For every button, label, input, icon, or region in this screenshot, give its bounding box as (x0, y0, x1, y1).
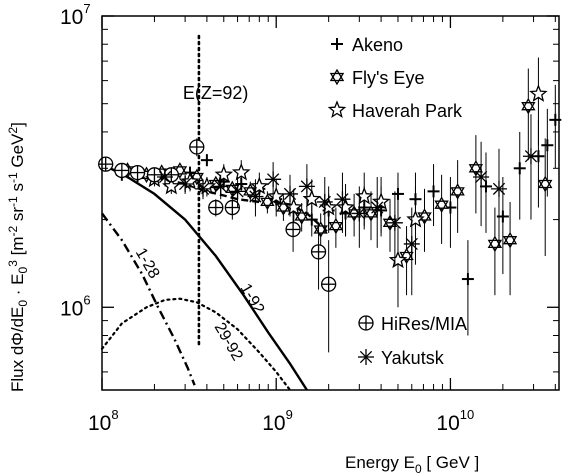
data-point (129, 164, 146, 181)
data-point (369, 199, 386, 216)
data-point (434, 196, 449, 213)
data-point (231, 162, 251, 181)
data-point (98, 156, 114, 172)
y-axis-label: Flux dΦ/dE0 · E03 [m-2 sr-1 s-1 GeV2] (6, 122, 30, 392)
data-point (490, 180, 507, 197)
data-point (386, 214, 403, 231)
vline-label: E(Z=92) (183, 83, 249, 103)
x-axis-label: Energy E0 [ GeV ] (345, 453, 479, 474)
data-point (260, 193, 275, 211)
series-circleplus (98, 138, 337, 353)
curve-label: 29-92 (211, 320, 246, 364)
x-tick-label: 109 (262, 407, 293, 435)
curve-dashdot (101, 212, 196, 386)
data-point (302, 189, 322, 208)
legend-marker (331, 38, 343, 50)
data-point (180, 171, 200, 190)
legend-marker (327, 100, 347, 118)
legend-label: Yakutsk (381, 348, 445, 368)
data-point (195, 180, 212, 197)
curve-dotted (100, 297, 292, 392)
data-point (513, 162, 526, 175)
axes: 108 109 1010 106 107 Energy E0 [ GeV ] Flux dΦ… (6, 1, 559, 474)
data-point (310, 244, 327, 260)
data-points (98, 57, 562, 353)
data-point (537, 175, 553, 193)
data-point (114, 162, 130, 179)
data-point (336, 197, 355, 216)
data-point (541, 139, 554, 152)
data-point (328, 217, 344, 235)
data-point (298, 178, 315, 195)
legend-label: Fly's Eye (352, 68, 424, 88)
data-point (319, 197, 338, 216)
data-point (502, 231, 518, 249)
data-point (146, 167, 163, 183)
data-point (200, 154, 213, 167)
vertical-marker: E(Z=92) (183, 34, 249, 347)
y-tick-label: 106 (60, 292, 91, 320)
legend-marker (329, 68, 345, 86)
data-point (354, 186, 374, 205)
data-point (473, 169, 490, 186)
data-point (229, 183, 246, 200)
data-point (313, 221, 328, 238)
x-tick-label: 108 (88, 407, 119, 435)
data-point (351, 205, 368, 222)
data-point (529, 84, 548, 102)
data-point (427, 185, 440, 198)
data-point (450, 183, 465, 200)
legend-marker (358, 315, 374, 331)
data-point (212, 178, 229, 195)
data-point (487, 235, 503, 253)
legend: Akeno Fly's Eye Haverah Park HiRes/MIA Yakut… (327, 35, 467, 368)
data-point (284, 197, 303, 216)
data-point (316, 193, 333, 210)
data-point (321, 276, 337, 292)
plot-frame (101, 15, 560, 391)
data-point (461, 273, 474, 286)
y-tick-label: 107 (60, 1, 91, 29)
curve-label: 1-92 (237, 281, 268, 317)
data-point (163, 167, 179, 183)
data-point (177, 175, 194, 192)
data-point (391, 187, 404, 200)
data-point (403, 235, 420, 252)
data-point (247, 188, 264, 205)
data-point (208, 199, 224, 216)
x-tick-label: 1010 (436, 407, 474, 435)
data-point (265, 171, 282, 188)
data-point (334, 191, 351, 208)
data-point (189, 139, 205, 155)
legend-label: Haverah Park (352, 101, 463, 121)
legend-label: Akeno (352, 35, 403, 55)
data-point (285, 221, 301, 238)
curve-solid (101, 163, 308, 391)
data-point (243, 183, 258, 200)
data-point (157, 169, 174, 186)
data-point (282, 185, 299, 202)
data-point (250, 176, 269, 195)
legend-marker (358, 349, 374, 365)
legend-label: HiRes/MIA (381, 314, 467, 334)
data-point (363, 205, 379, 222)
data-point (224, 199, 240, 216)
series-asterisk (157, 114, 539, 296)
data-point (214, 165, 234, 183)
data-point (521, 97, 536, 115)
data-point (266, 186, 286, 205)
data-point (371, 192, 391, 210)
data-point (388, 250, 408, 269)
data-point (522, 148, 539, 165)
